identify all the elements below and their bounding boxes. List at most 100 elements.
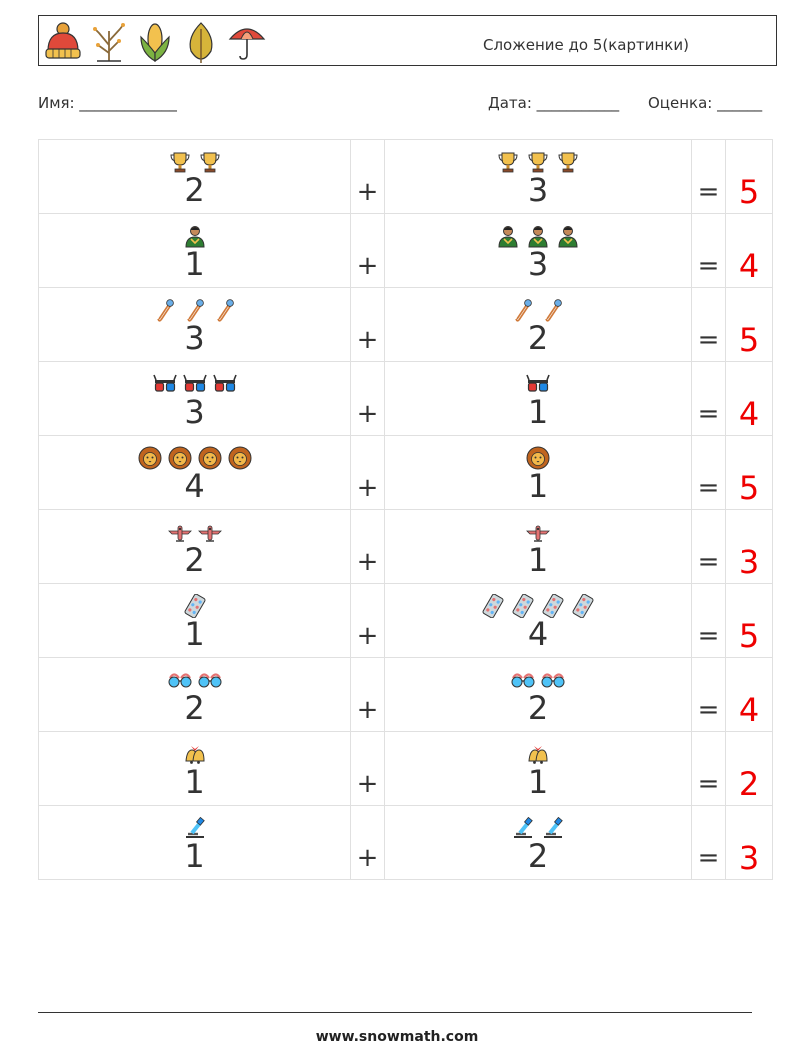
addend-a-pictures <box>39 658 350 692</box>
addend-b-cell: 1 <box>384 435 692 510</box>
plus-sign: + <box>356 843 379 873</box>
answer-value: 3 <box>738 839 760 877</box>
addend-b-cell: 2 <box>384 657 692 732</box>
answer-value: 4 <box>738 247 760 285</box>
addend-b-number: 2 <box>527 689 549 727</box>
equals-cell: = <box>691 657 726 732</box>
lion-icon <box>198 446 221 470</box>
lion-icon <box>168 446 191 470</box>
microscope-icon <box>185 816 205 838</box>
bells-icon <box>184 746 205 764</box>
addend-b-cell: 1 <box>384 731 692 806</box>
addend-a-cell: 4 <box>38 435 351 510</box>
addend-a-pictures <box>39 288 350 322</box>
trophy-icon <box>558 152 578 173</box>
plus-cell: + <box>350 657 385 732</box>
bells-icon <box>528 746 548 764</box>
addend-a-pictures <box>39 584 350 618</box>
airplane-icon <box>167 525 192 542</box>
addend-b-pictures <box>385 658 691 692</box>
addend-a-cell: 1 <box>38 805 351 880</box>
sunglasses-icon <box>541 673 565 688</box>
header-icons <box>43 19 267 65</box>
3d-glasses-icon <box>152 374 177 392</box>
addend-a-pictures <box>39 436 350 470</box>
answer-value: 4 <box>738 395 760 433</box>
addend-a-pictures <box>39 806 350 840</box>
addend-a-cell: 2 <box>38 509 351 584</box>
equals-sign: = <box>697 473 720 503</box>
equals-cell: = <box>691 213 726 288</box>
worksheet-header: Сложение до 5(картинки) <box>38 15 777 66</box>
answer-value: 5 <box>738 617 760 655</box>
addend-b-cell: 3 <box>384 139 692 214</box>
equals-sign: = <box>697 251 720 281</box>
equals-cell: = <box>691 509 726 584</box>
bare-tree-icon <box>93 23 125 62</box>
table-row: 1 +1 = 2 <box>38 731 773 806</box>
answer-cell: 3 <box>725 509 773 584</box>
airplane-icon <box>197 525 222 542</box>
plus-sign: + <box>356 399 379 429</box>
plus-cell: + <box>350 213 385 288</box>
table-row: 2 +2 = 4 <box>38 657 773 732</box>
addend-a-cell: 1 <box>38 731 351 806</box>
answer-cell: 5 <box>725 139 773 214</box>
plus-cell: + <box>350 509 385 584</box>
plus-cell: + <box>350 139 385 214</box>
equals-cell: = <box>691 731 726 806</box>
3d-glasses-icon <box>526 374 550 392</box>
addend-a-pictures <box>39 214 350 248</box>
addend-a-number: 3 <box>184 319 205 357</box>
addend-b-pictures <box>385 362 691 396</box>
plus-cell: + <box>350 805 385 880</box>
plus-sign: + <box>356 473 379 503</box>
answer-value: 3 <box>738 543 760 581</box>
equals-cell: = <box>691 361 726 436</box>
airplane-icon <box>526 525 550 542</box>
winter-hat-icon <box>45 22 81 59</box>
person-icon <box>558 226 578 248</box>
plus-cell: + <box>350 583 385 658</box>
pill-pack-icon <box>184 594 205 618</box>
corn-icon <box>140 23 170 63</box>
equals-cell: = <box>691 435 726 510</box>
table-row: 1 +2 = 3 <box>38 805 773 880</box>
addend-b-number: 2 <box>527 319 549 357</box>
addend-b-number: 3 <box>527 171 549 209</box>
addend-a-number: 2 <box>184 689 205 727</box>
plus-cell: + <box>350 287 385 362</box>
website-link[interactable]: www.snowmath.com <box>315 1029 479 1045</box>
equals-sign: = <box>697 621 720 651</box>
addend-b-number: 1 <box>527 763 549 801</box>
exercise-table: 2 +3 = 5 1 +3 = 4 3 +2 = 5 3 +1 = 4 4 +1 = 5 2 +1 = 3 1 +4 = 5 2 +2 = 4… <box>38 139 773 880</box>
addend-b-number: 4 <box>527 615 549 653</box>
addend-a-pictures <box>39 362 350 396</box>
safety-pin-icon <box>156 299 174 322</box>
answer-value: 2 <box>738 765 760 803</box>
addend-b-pictures <box>385 140 691 174</box>
table-row: 1 +4 = 5 <box>38 583 773 658</box>
addend-b-pictures <box>385 584 691 618</box>
trophy-icon <box>199 152 220 173</box>
plus-sign: + <box>356 769 379 799</box>
plus-sign: + <box>356 621 379 651</box>
lion-icon <box>138 446 161 470</box>
safety-pin-icon <box>545 299 562 322</box>
plus-sign: + <box>356 177 379 207</box>
answer-cell: 4 <box>725 361 773 436</box>
table-row: 2 +1 = 3 <box>38 509 773 584</box>
addend-b-cell: 1 <box>384 361 692 436</box>
addend-b-cell: 2 <box>384 287 692 362</box>
addend-a-cell: 1 <box>38 583 351 658</box>
equals-sign: = <box>697 843 720 873</box>
sunglasses-icon <box>198 673 221 688</box>
addend-a-number: 2 <box>184 541 205 579</box>
person-icon <box>528 226 548 248</box>
pill-pack-icon <box>572 594 594 618</box>
addend-b-number: 1 <box>527 467 549 505</box>
answer-cell: 5 <box>725 287 773 362</box>
sunglasses-icon <box>511 673 535 688</box>
answer-cell: 3 <box>725 805 773 880</box>
trophy-icon <box>169 152 190 173</box>
